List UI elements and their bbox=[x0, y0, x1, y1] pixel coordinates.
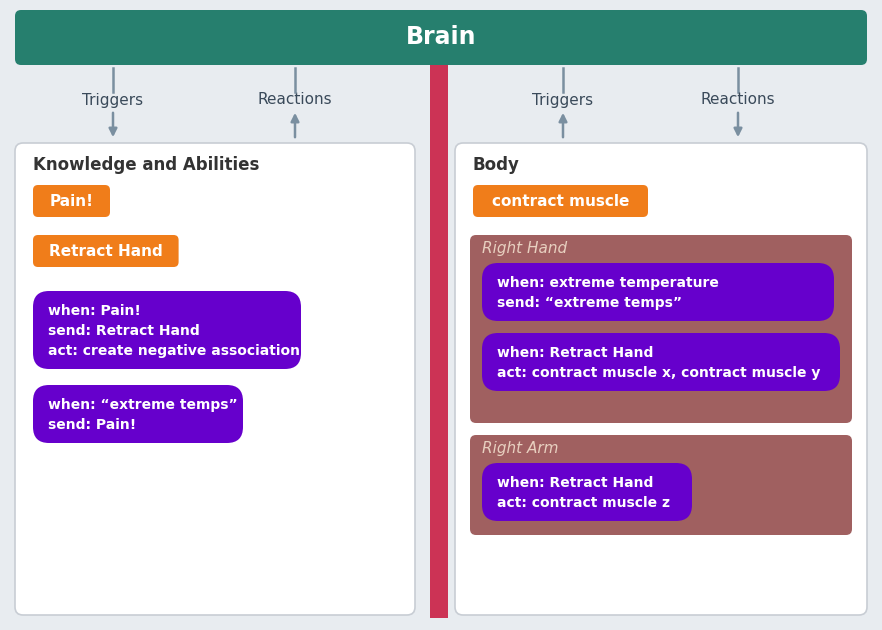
Text: Right Hand: Right Hand bbox=[482, 241, 567, 256]
Text: contract muscle: contract muscle bbox=[492, 193, 629, 209]
FancyBboxPatch shape bbox=[33, 235, 178, 267]
Text: send: Retract Hand: send: Retract Hand bbox=[48, 324, 199, 338]
Text: Pain!: Pain! bbox=[49, 193, 93, 209]
Text: Triggers: Triggers bbox=[82, 93, 144, 108]
Text: act: contract muscle z: act: contract muscle z bbox=[497, 496, 670, 510]
Text: Triggers: Triggers bbox=[533, 93, 594, 108]
Text: Knowledge and Abilities: Knowledge and Abilities bbox=[33, 156, 259, 174]
Text: Body: Body bbox=[473, 156, 519, 174]
FancyBboxPatch shape bbox=[482, 463, 692, 521]
Text: act: create negative association: act: create negative association bbox=[48, 344, 300, 358]
FancyBboxPatch shape bbox=[15, 10, 867, 65]
FancyBboxPatch shape bbox=[470, 435, 852, 535]
FancyBboxPatch shape bbox=[470, 235, 852, 423]
Text: Retract Hand: Retract Hand bbox=[49, 244, 162, 258]
Text: send: Pain!: send: Pain! bbox=[48, 418, 136, 432]
Text: when: Retract Hand: when: Retract Hand bbox=[497, 476, 654, 490]
Text: Brain: Brain bbox=[406, 25, 476, 50]
Bar bbox=[430, 65, 448, 618]
Text: when: “extreme temps”: when: “extreme temps” bbox=[48, 398, 237, 412]
FancyBboxPatch shape bbox=[455, 143, 867, 615]
Text: Reactions: Reactions bbox=[700, 93, 775, 108]
FancyBboxPatch shape bbox=[33, 385, 243, 443]
FancyBboxPatch shape bbox=[473, 185, 648, 217]
FancyBboxPatch shape bbox=[33, 291, 301, 369]
FancyBboxPatch shape bbox=[482, 263, 834, 321]
Text: when: Pain!: when: Pain! bbox=[48, 304, 141, 318]
Text: when: extreme temperature: when: extreme temperature bbox=[497, 276, 719, 290]
Text: Reactions: Reactions bbox=[258, 93, 333, 108]
Text: act: contract muscle x, contract muscle y: act: contract muscle x, contract muscle … bbox=[497, 366, 820, 380]
FancyBboxPatch shape bbox=[482, 333, 840, 391]
FancyBboxPatch shape bbox=[33, 185, 110, 217]
Text: send: “extreme temps”: send: “extreme temps” bbox=[497, 296, 682, 310]
Text: when: Retract Hand: when: Retract Hand bbox=[497, 346, 654, 360]
FancyBboxPatch shape bbox=[15, 143, 415, 615]
Text: Right Arm: Right Arm bbox=[482, 442, 558, 457]
